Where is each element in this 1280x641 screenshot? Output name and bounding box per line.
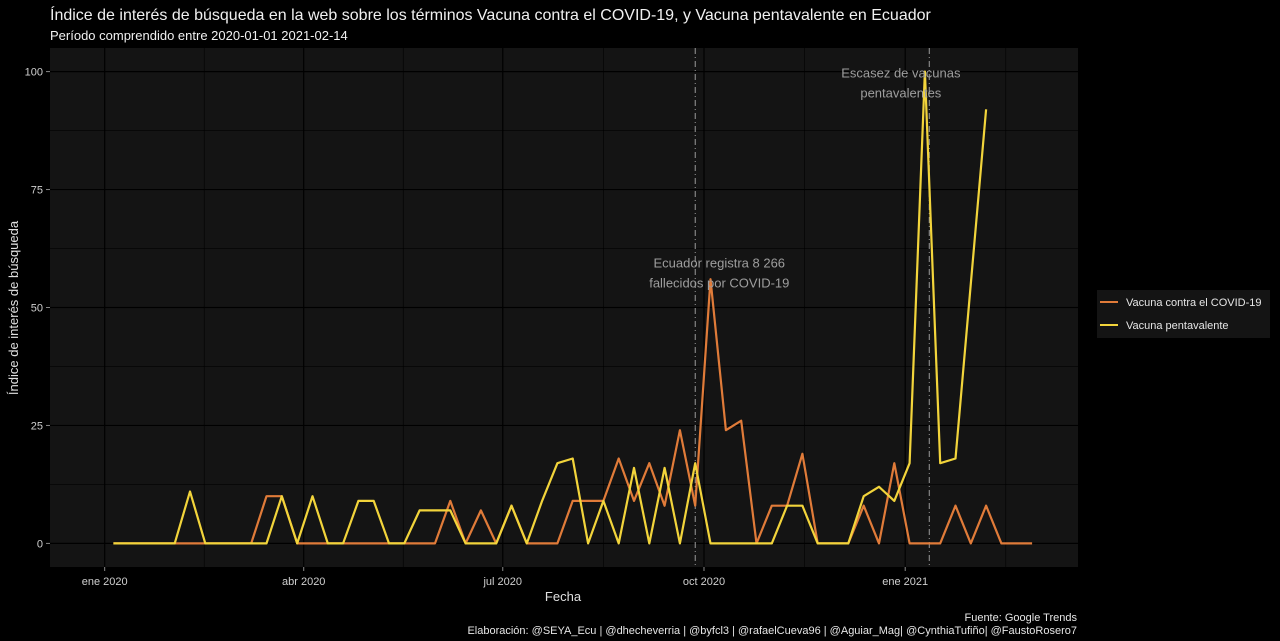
y-tick-label: 100 [25, 67, 43, 79]
chart-title: Índice de interés de búsqueda en la web … [50, 5, 932, 24]
x-tick-label: abr 2020 [282, 576, 325, 588]
x-tick-label: oct 2020 [683, 576, 725, 588]
legend-label: Vacuna contra el COVID-19 [1126, 297, 1262, 309]
grid [50, 48, 1078, 567]
caption-credits: Elaboración: @SEYA_Ecu | @dhecheverria |… [467, 625, 1077, 637]
annotation-text: fallecidos por COVID-19 [649, 275, 789, 290]
legend-background [1097, 290, 1270, 338]
annotation-text: Escasez de vacunas [841, 66, 961, 81]
annotation-text: Ecuador registra 8 266 [654, 255, 786, 270]
annotations: Ecuador registra 8 266 fallecidos por COV… [649, 66, 961, 291]
caption-source: Fuente: Google Trends [964, 612, 1077, 624]
y-tick-label: 75 [31, 185, 43, 197]
y-tick-label: 25 [31, 420, 43, 432]
x-tick-label: ene 2020 [82, 576, 128, 588]
y-tick-label: 50 [31, 303, 43, 315]
series-line-2 [113, 70, 988, 545]
legend-label: Vacuna pentavalente [1126, 320, 1229, 332]
x-axis-title: Fecha [545, 589, 582, 604]
annotation-text: pentavalentes [860, 86, 941, 101]
y-tick-label: 0 [37, 538, 43, 550]
series-lines [113, 70, 1033, 545]
x-axis-ticks: ene 2020 abr 2020 jul 2020 oct 2020 ene 2021 [82, 567, 928, 588]
reference-lines [694, 48, 930, 567]
x-tick-label: ene 2021 [882, 576, 928, 588]
x-tick-label: jul 2020 [482, 576, 522, 588]
y-axis-ticks: 0 25 50 75 100 [25, 67, 50, 550]
legend: Vacuna contra el COVID-19 Vacuna pentaval… [1097, 290, 1270, 338]
chart-subtitle: Período comprendido entre 2020-01-01 202… [50, 28, 348, 43]
series-line-1 [113, 278, 1033, 545]
y-axis-title: Índice de interés de búsqueda [6, 220, 21, 395]
